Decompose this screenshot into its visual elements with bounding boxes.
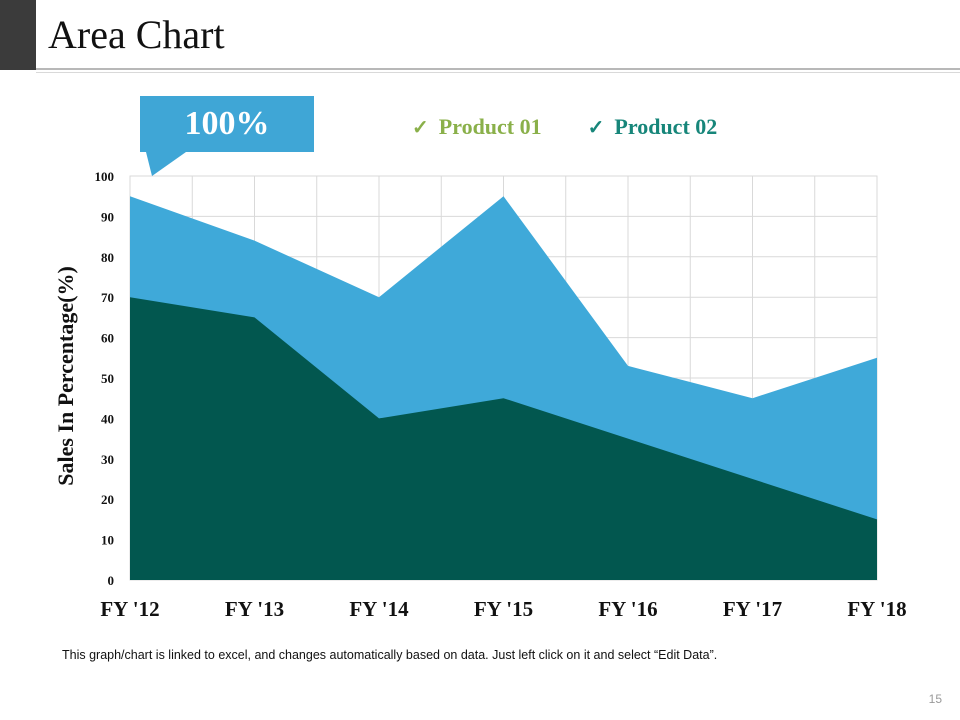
y-tick-label: 10: [101, 533, 114, 548]
x-tick-label: FY '14: [349, 597, 409, 621]
y-tick-label: 90: [101, 209, 114, 224]
x-tick-label: FY '13: [225, 597, 284, 621]
footnote: This graph/chart is linked to excel, and…: [62, 648, 718, 662]
y-axis-title: Sales In Percentage(%): [53, 266, 78, 486]
y-tick-label: 60: [101, 331, 114, 346]
title-accent-bar: [0, 0, 36, 70]
checkmark-icon: ✓: [587, 116, 605, 139]
callout-box: [140, 96, 314, 152]
title-divider-thin: [36, 72, 960, 73]
x-tick-label: FY '15: [474, 597, 533, 621]
checkmark-icon: ✓: [412, 116, 429, 139]
y-tick-label: 70: [101, 290, 114, 305]
page-number: 15: [928, 692, 942, 706]
legend-label-product-02: Product 02: [614, 114, 718, 139]
y-tick-label: 100: [95, 169, 115, 184]
x-tick-label: FY '16: [598, 597, 657, 621]
y-tick-label: 50: [101, 371, 114, 386]
y-tick-label: 80: [101, 250, 114, 265]
x-tick-label: FY '18: [847, 597, 906, 621]
title-divider: [36, 68, 960, 70]
y-tick-label: 20: [101, 492, 114, 507]
legend-label-product-01: Product 01: [438, 114, 542, 139]
callout-tail: [146, 152, 186, 176]
area-series-product-01: [130, 297, 877, 580]
callout-value: 100%: [184, 105, 270, 142]
y-tick-label: 30: [101, 452, 114, 467]
chart-legend: ✓ Product 01 ✓ Product 02: [412, 114, 717, 140]
legend-item-product-01[interactable]: ✓ Product 01: [412, 114, 542, 140]
x-tick-label: FY '17: [723, 597, 782, 621]
y-tick-label: 0: [108, 573, 115, 588]
page-title: Area Chart: [48, 12, 225, 57]
legend-item-product-02[interactable]: ✓ Product 02: [588, 114, 718, 140]
y-tick-label: 40: [101, 411, 114, 426]
x-tick-label: FY '12: [100, 597, 159, 621]
